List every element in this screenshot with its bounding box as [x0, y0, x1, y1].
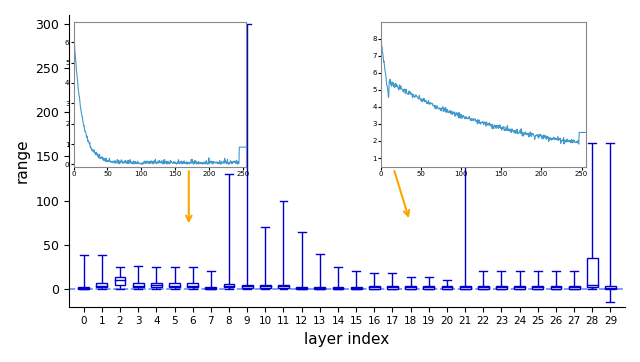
X-axis label: layer index: layer index [305, 332, 390, 347]
Bar [478, 286, 489, 289]
Bar [242, 285, 253, 288]
Y-axis label: range: range [15, 139, 30, 183]
Bar [442, 286, 452, 289]
Bar [223, 284, 234, 287]
Bar [387, 286, 398, 289]
Bar [78, 287, 89, 289]
Bar [314, 287, 325, 289]
Bar [605, 286, 616, 289]
Bar [351, 287, 362, 289]
Bar [169, 283, 180, 287]
Bar [115, 277, 125, 285]
Bar [424, 286, 435, 289]
Bar [587, 258, 598, 287]
Bar [97, 283, 108, 287]
Bar [532, 286, 543, 289]
Bar [151, 283, 162, 287]
Bar [369, 286, 380, 289]
Bar [496, 286, 507, 289]
Bar [260, 285, 271, 288]
Bar [405, 286, 416, 289]
Bar [514, 286, 525, 289]
Bar [333, 287, 344, 289]
Bar [132, 283, 143, 287]
Bar [188, 283, 198, 287]
Bar [278, 285, 289, 288]
Bar [569, 286, 580, 289]
Bar [296, 287, 307, 289]
Bar [550, 286, 561, 289]
Bar [205, 287, 216, 289]
Bar [460, 286, 470, 289]
